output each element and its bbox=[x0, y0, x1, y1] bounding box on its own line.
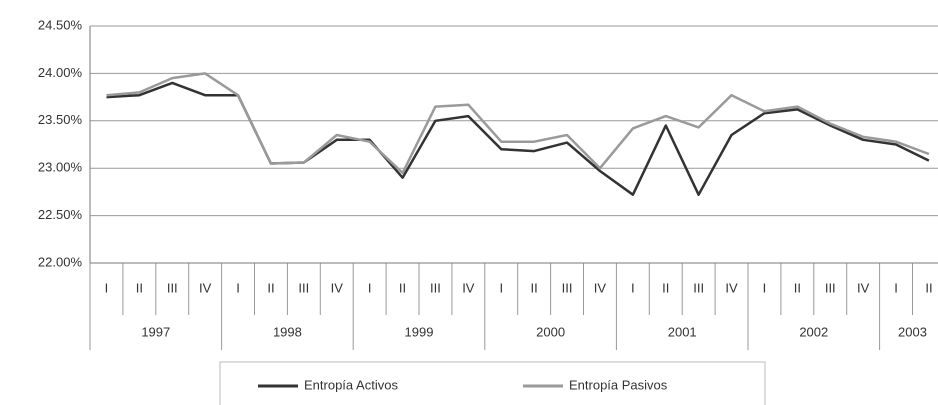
year-label: 2000 bbox=[536, 324, 565, 339]
x-tick-label: I bbox=[894, 280, 898, 295]
x-tick-label: IV bbox=[857, 280, 870, 295]
y-tick-label: 22.00% bbox=[38, 254, 83, 269]
year-label: 1999 bbox=[405, 324, 434, 339]
year-label: 2001 bbox=[668, 324, 697, 339]
y-tick-label: 22.50% bbox=[38, 207, 83, 222]
x-tick-label: III bbox=[693, 280, 704, 295]
x-tick-label: II bbox=[925, 280, 932, 295]
x-tick-label: II bbox=[267, 280, 274, 295]
legend-box bbox=[219, 361, 766, 405]
x-tick-label: I bbox=[105, 280, 109, 295]
year-label: 1997 bbox=[141, 324, 170, 339]
x-tick-label: I bbox=[499, 280, 503, 295]
x-tick-label: II bbox=[136, 280, 143, 295]
x-tick-label: IV bbox=[725, 280, 738, 295]
x-tick-label: I bbox=[763, 280, 767, 295]
x-tick-label: III bbox=[562, 280, 573, 295]
x-tick-label: II bbox=[794, 280, 801, 295]
x-tick-label: II bbox=[662, 280, 669, 295]
x-tick-label: III bbox=[825, 280, 836, 295]
x-tick-label: II bbox=[399, 280, 406, 295]
x-tick-label: II bbox=[531, 280, 538, 295]
legend-label: Entropía Activos bbox=[304, 377, 398, 392]
year-label: 2003 bbox=[898, 324, 927, 339]
x-tick-label: III bbox=[167, 280, 178, 295]
x-tick-label: IV bbox=[462, 280, 475, 295]
year-label: 1998 bbox=[273, 324, 302, 339]
x-tick-label: I bbox=[236, 280, 240, 295]
year-label: 2002 bbox=[799, 324, 828, 339]
y-tick-label: 23.50% bbox=[38, 112, 83, 127]
x-tick-label: III bbox=[298, 280, 309, 295]
y-tick-label: 23.00% bbox=[38, 160, 83, 175]
x-tick-label: IV bbox=[331, 280, 344, 295]
x-tick-label: IV bbox=[199, 280, 212, 295]
x-tick-label: I bbox=[631, 280, 635, 295]
x-tick-label: III bbox=[430, 280, 441, 295]
x-tick-label: I bbox=[368, 280, 372, 295]
series-line bbox=[106, 81, 930, 196]
y-tick-label: 24.50% bbox=[38, 17, 83, 32]
y-tick-label: 24.00% bbox=[38, 65, 83, 80]
x-tick-label: IV bbox=[594, 280, 607, 295]
series-line bbox=[106, 72, 930, 175]
legend-label: Entropía Pasivos bbox=[569, 377, 668, 392]
